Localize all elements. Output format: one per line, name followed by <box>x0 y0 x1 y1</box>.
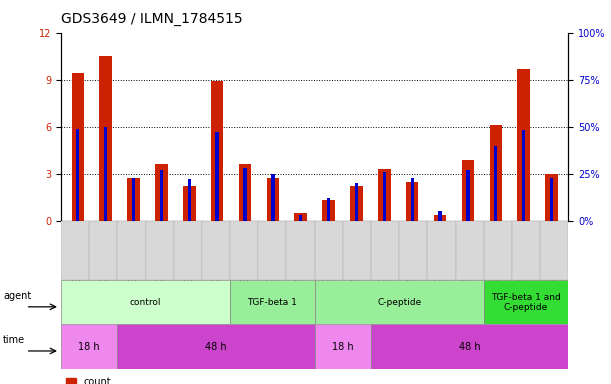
Bar <box>230 221 258 280</box>
Bar <box>382 172 386 221</box>
Text: agent: agent <box>3 291 31 301</box>
Bar <box>466 170 470 221</box>
Bar <box>230 280 315 324</box>
Bar <box>438 211 442 221</box>
Bar <box>411 177 414 221</box>
Bar <box>117 324 315 369</box>
Bar <box>494 146 497 221</box>
Bar <box>104 127 108 221</box>
Bar <box>202 221 230 280</box>
Bar <box>258 221 287 280</box>
Bar <box>89 221 117 280</box>
Bar <box>456 221 484 280</box>
Bar <box>239 164 251 221</box>
Bar <box>299 215 302 221</box>
Bar <box>266 179 279 221</box>
Text: GDS3649 / ILMN_1784515: GDS3649 / ILMN_1784515 <box>61 12 243 25</box>
Bar <box>484 280 568 324</box>
Bar <box>211 81 224 221</box>
Bar <box>550 177 553 221</box>
Bar <box>399 221 427 280</box>
Bar <box>327 198 331 221</box>
Bar <box>378 169 390 221</box>
Bar <box>132 177 135 221</box>
Text: 18 h: 18 h <box>78 341 100 352</box>
Bar <box>315 221 343 280</box>
Bar <box>343 221 371 280</box>
Bar <box>127 179 140 221</box>
Bar <box>174 221 202 280</box>
Text: 48 h: 48 h <box>459 341 480 352</box>
Bar <box>315 324 371 369</box>
Bar <box>355 183 358 221</box>
Bar <box>484 221 512 280</box>
Text: time: time <box>3 335 25 345</box>
Bar <box>462 160 474 221</box>
Bar <box>71 73 84 221</box>
Legend: count, percentile rank within the sample: count, percentile rank within the sample <box>66 377 249 384</box>
Bar <box>545 174 558 221</box>
Bar <box>295 213 307 221</box>
Bar <box>61 324 117 369</box>
Text: TGF-beta 1: TGF-beta 1 <box>247 298 298 307</box>
Bar <box>76 129 79 221</box>
Bar <box>287 221 315 280</box>
Bar <box>371 221 399 280</box>
Bar <box>350 186 363 221</box>
Bar <box>489 125 502 221</box>
Bar <box>61 280 230 324</box>
Bar <box>100 56 112 221</box>
Bar <box>183 186 196 221</box>
Bar <box>406 182 419 221</box>
Bar <box>271 174 274 221</box>
Bar <box>61 221 89 280</box>
Bar <box>323 200 335 221</box>
Bar <box>315 280 484 324</box>
Bar <box>518 69 530 221</box>
Bar <box>188 179 191 221</box>
Text: 18 h: 18 h <box>332 341 354 352</box>
Bar <box>159 170 163 221</box>
Text: control: control <box>130 298 161 307</box>
Bar <box>512 221 540 280</box>
Bar <box>216 132 219 221</box>
Bar <box>371 324 568 369</box>
Bar <box>243 168 247 221</box>
Bar <box>155 164 167 221</box>
Bar <box>434 215 446 221</box>
Text: TGF-beta 1 and
C-peptide: TGF-beta 1 and C-peptide <box>491 293 561 312</box>
Bar <box>522 131 525 221</box>
Bar <box>540 221 568 280</box>
Bar <box>145 221 174 280</box>
Text: C-peptide: C-peptide <box>377 298 422 307</box>
Text: 48 h: 48 h <box>205 341 227 352</box>
Bar <box>427 221 456 280</box>
Bar <box>117 221 145 280</box>
